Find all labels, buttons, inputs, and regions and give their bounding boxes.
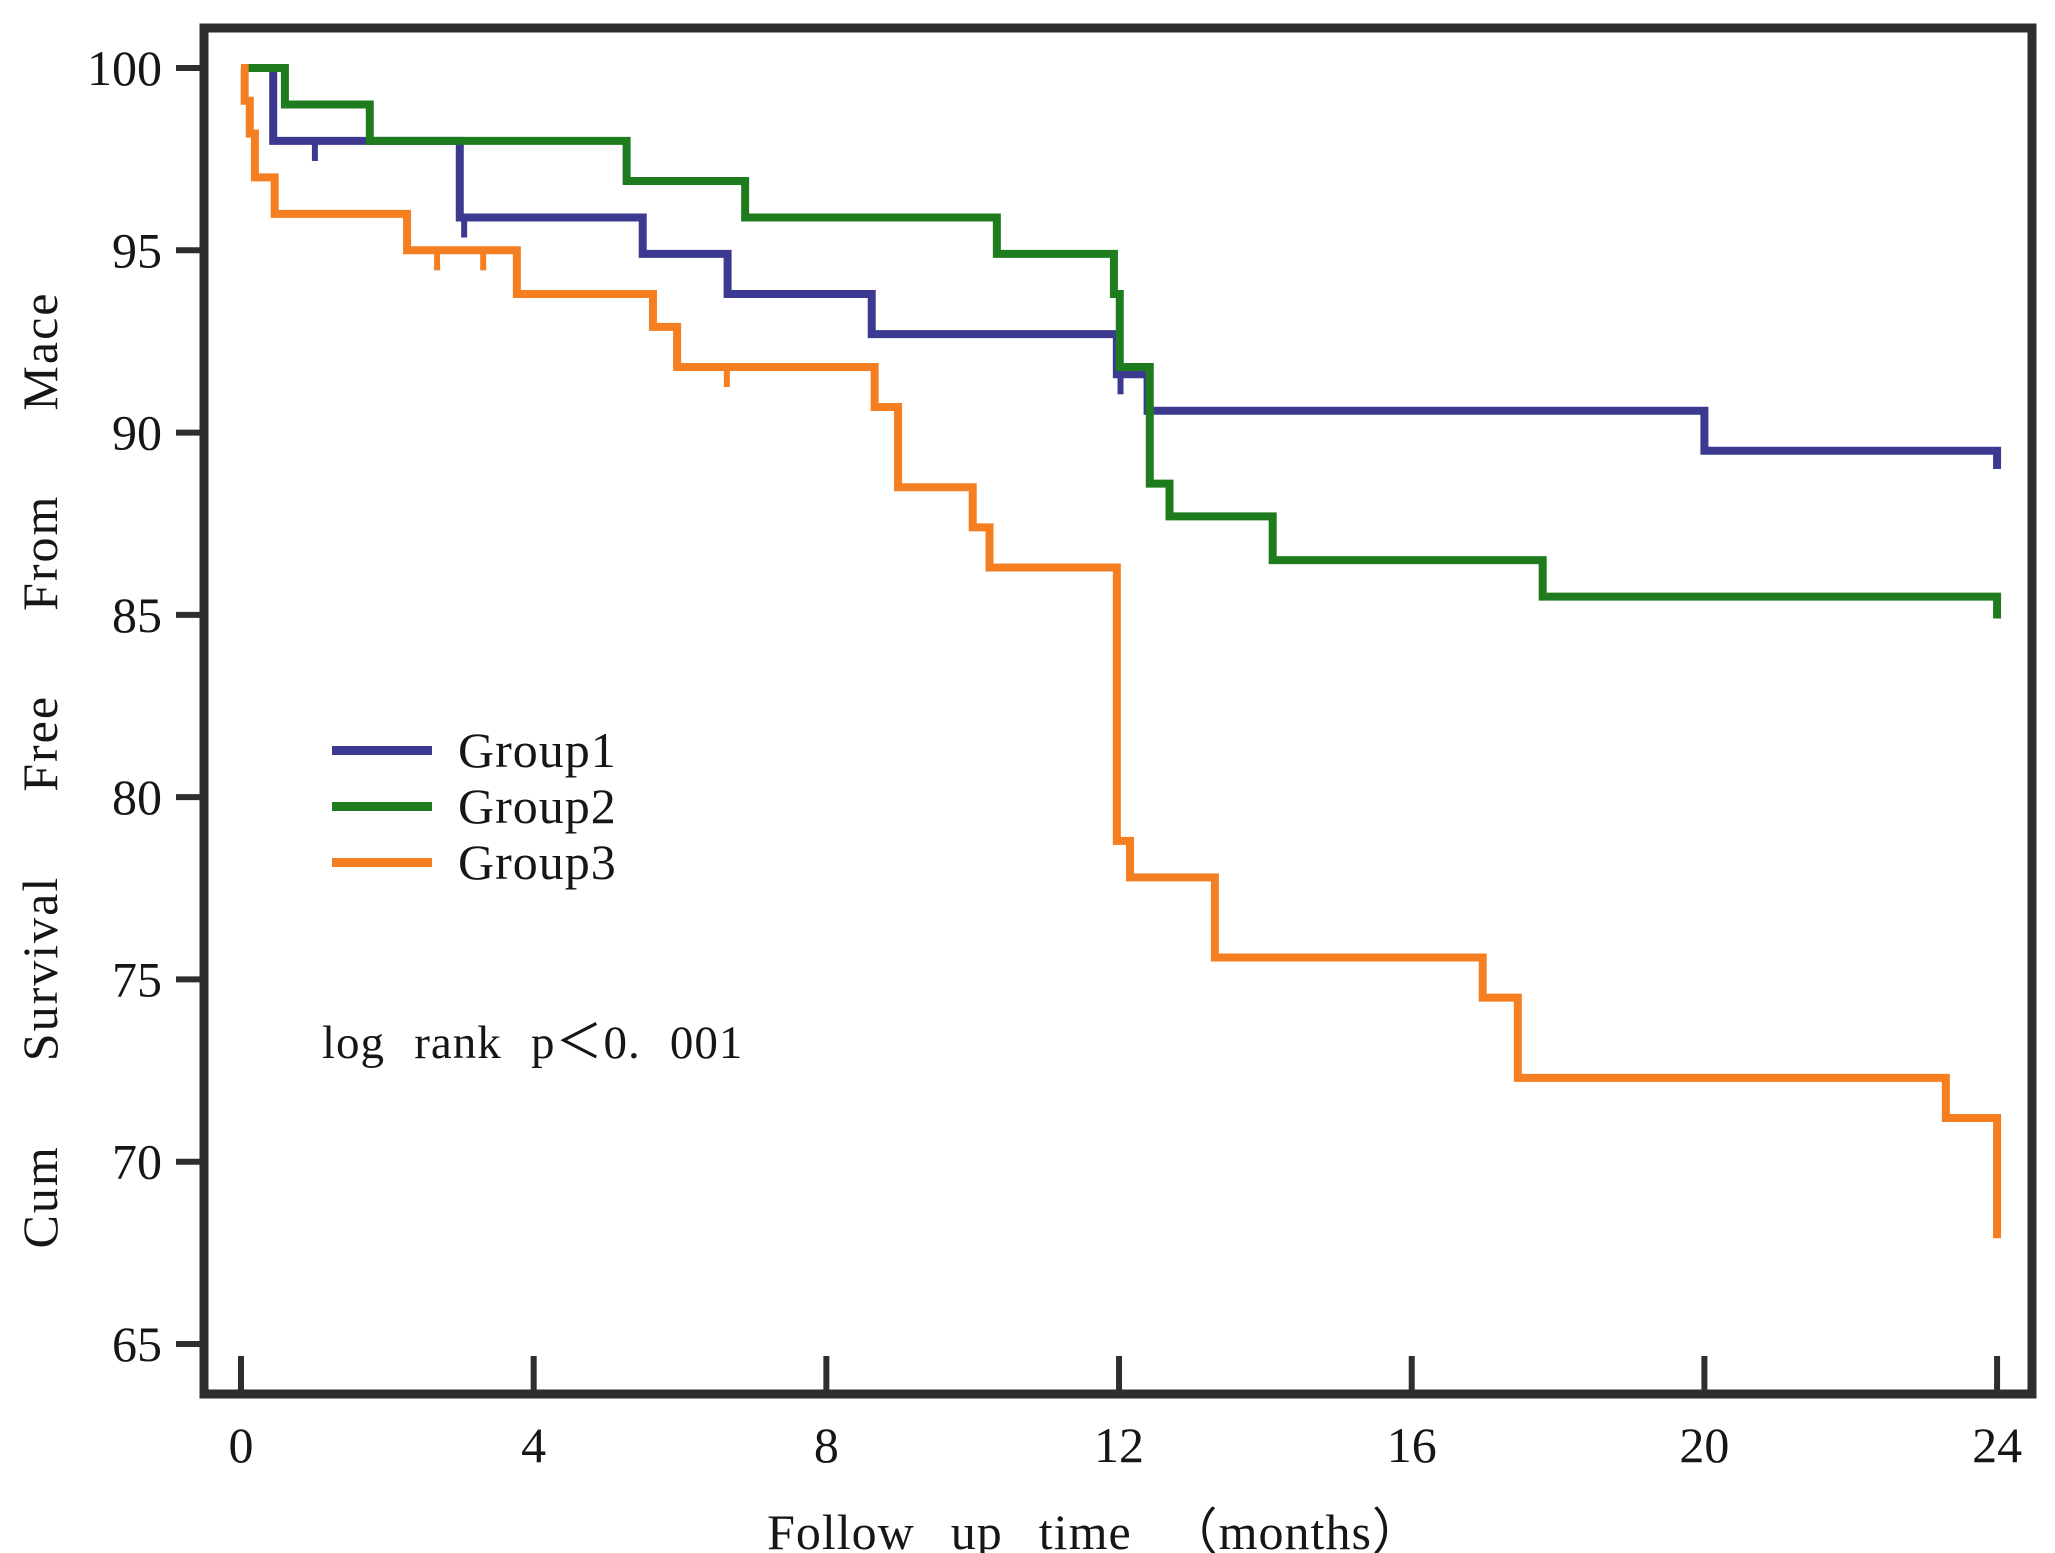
x-tick-label: 12 [1094, 1417, 1144, 1473]
y-tick-label: 100 [87, 40, 162, 96]
censor-marks-group1 [311, 140, 1124, 395]
series-path-group1 [241, 64, 2002, 470]
y-tick-label: 85 [112, 587, 162, 643]
y-tick-label: 80 [112, 769, 162, 825]
y-tick-label: 65 [112, 1316, 162, 1372]
y-axis-title: Cum Survival Free From Mace [12, 291, 68, 1249]
legend-label-group2: Group2 [458, 778, 617, 834]
legend-item-group1: Group1 [332, 722, 617, 778]
log-rank-p-value: log rank p＜0. 001 [322, 1017, 744, 1069]
x-axis-ticks: 0 4 8 12 16 20 24 [229, 1356, 2022, 1473]
censor-marks-group3 [434, 250, 730, 387]
x-axis-title: Follow up time （months） [767, 1504, 1423, 1553]
y-tick-label: 90 [112, 405, 162, 461]
x-tick-label: 8 [814, 1417, 839, 1473]
series-path-group2 [241, 64, 2002, 619]
legend: Group1 Group2 Group3 [332, 722, 617, 890]
x-tick-label: 0 [229, 1417, 254, 1473]
legend-swatch-group2 [332, 801, 432, 811]
x-tick-label: 16 [1387, 1417, 1437, 1473]
series-path-group3 [240, 64, 2002, 1239]
y-tick-label: 75 [112, 951, 162, 1007]
legend-swatch-group1 [332, 745, 432, 755]
legend-item-group3: Group3 [332, 834, 617, 890]
x-tick-label: 20 [1679, 1417, 1729, 1473]
x-tick-label: 24 [1972, 1417, 2022, 1473]
y-tick-label: 95 [112, 222, 162, 278]
x-tick-label: 4 [521, 1417, 546, 1473]
legend-item-group2: Group2 [332, 778, 617, 834]
legend-label-group1: Group1 [458, 722, 617, 778]
legend-label-group3: Group3 [458, 834, 617, 890]
y-tick-label: 70 [112, 1134, 162, 1190]
legend-swatch-group3 [332, 857, 432, 867]
y-axis-ticks: 65 70 75 80 85 90 95 100 [87, 40, 204, 1372]
